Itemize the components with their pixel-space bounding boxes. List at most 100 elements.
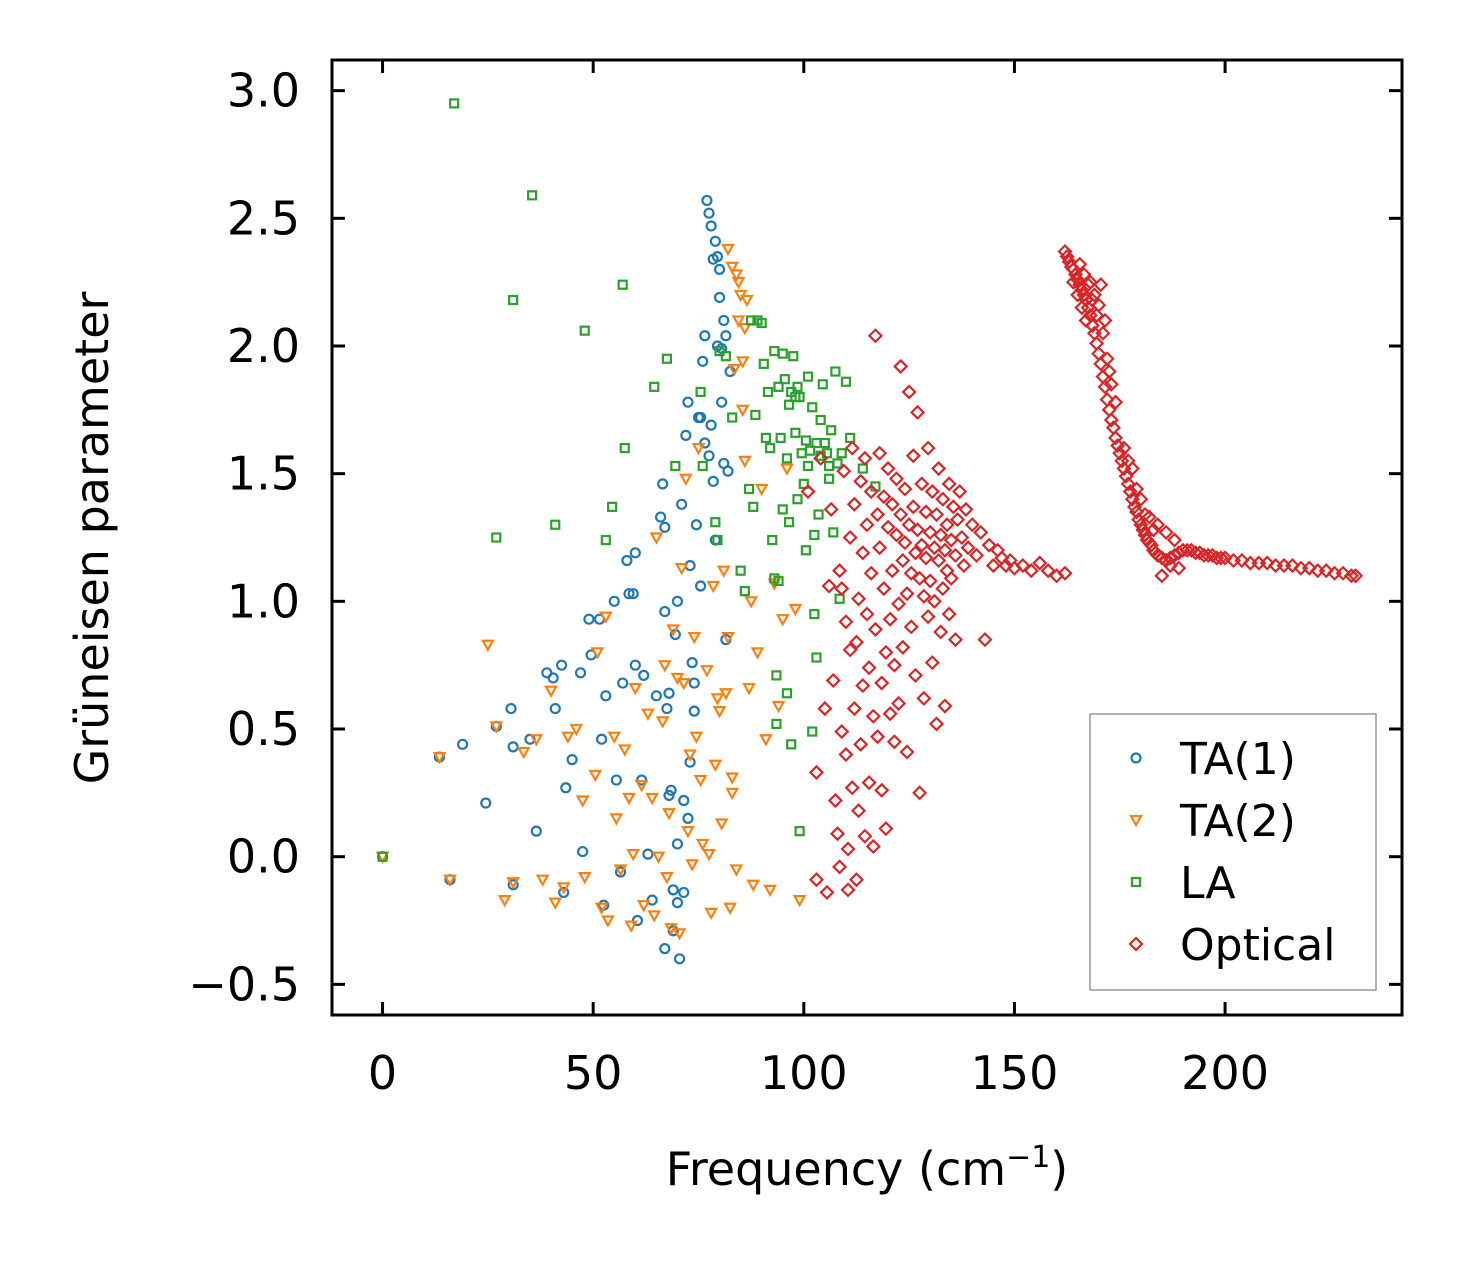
data-point: [878, 644, 894, 660]
data-point: [665, 784, 677, 796]
data-point: [794, 826, 805, 837]
data-point: [821, 578, 837, 594]
data-point: [842, 529, 858, 546]
data-point: [619, 443, 630, 454]
data-point: [725, 772, 740, 785]
data-point: [740, 294, 754, 308]
data-point: [945, 499, 961, 515]
data-point: [703, 450, 715, 462]
data-point: [655, 716, 670, 729]
data-point: [758, 358, 769, 369]
data-point: [998, 558, 1014, 574]
data-point: [608, 595, 620, 607]
data-point: [691, 443, 706, 456]
data-point: [712, 534, 723, 546]
data-point: [569, 723, 584, 737]
data-point: [937, 542, 953, 558]
data-point: [857, 450, 873, 466]
data-point: [607, 731, 622, 744]
data-point: [594, 902, 609, 916]
data-point: [621, 554, 633, 567]
axis-ticks: 0 50 100 150 200 −0.5 0.0 0.5 1.0 1.5 2.0 2.5 3.0: [188, 60, 1402, 1100]
data-point: [895, 639, 911, 655]
data-point: [830, 366, 841, 377]
data-point: [1284, 558, 1301, 574]
data-point: [1129, 504, 1145, 520]
data-point: [844, 440, 860, 456]
data-point: [667, 884, 679, 896]
data-point: [1217, 550, 1233, 566]
legend-label-la: LA: [1180, 858, 1236, 909]
data-point: [926, 540, 942, 556]
data-point: [891, 596, 907, 612]
data-point: [924, 655, 940, 671]
data-point: [1122, 483, 1138, 500]
data-point: [928, 506, 945, 523]
data-point: [977, 632, 993, 648]
data-point: [823, 501, 839, 517]
data-point: [884, 496, 900, 512]
data-point: [544, 685, 558, 698]
data-point: [497, 894, 512, 908]
data-point: [802, 371, 814, 382]
data-point: [935, 581, 951, 597]
data-point: [636, 774, 648, 786]
data-point: [869, 729, 886, 745]
data-point: [878, 821, 894, 837]
data-point: [838, 746, 854, 763]
data-point: [671, 838, 684, 850]
data-point: [876, 489, 892, 505]
data-point: [813, 450, 829, 466]
data-point: [857, 828, 873, 844]
data-point: [449, 98, 460, 109]
data-point: [855, 545, 871, 561]
data-point: [491, 532, 502, 543]
data-point: [634, 780, 649, 793]
data-point: [707, 475, 719, 487]
data-point: [746, 315, 757, 326]
data-point: [846, 496, 862, 512]
data-point: [1057, 243, 1073, 260]
data-point: [647, 910, 662, 923]
data-point: [1213, 550, 1229, 566]
data-point: [699, 330, 711, 342]
data-point: [432, 751, 447, 765]
y-tick-label: 0.5: [227, 702, 300, 756]
data-point: [947, 632, 964, 648]
data-point: [1259, 555, 1275, 571]
data-point: [731, 277, 746, 290]
data-point: [645, 792, 660, 806]
data-point: [933, 624, 949, 640]
data-point: [610, 774, 622, 786]
data-point: [922, 524, 938, 540]
data-point: [952, 483, 968, 500]
data-point: [760, 432, 771, 444]
data-point: [779, 374, 790, 385]
data-point: [1135, 522, 1151, 538]
data-point: [792, 494, 803, 505]
data-point: [695, 411, 707, 424]
data-point: [1107, 430, 1124, 446]
data-point: [1103, 412, 1119, 428]
data-point: [815, 414, 826, 426]
data-point: [800, 435, 812, 446]
data-point: [596, 733, 608, 745]
data-point: [1234, 552, 1250, 569]
data-point: [788, 603, 803, 617]
data-point: [884, 563, 900, 579]
data-point: [1097, 379, 1113, 395]
data-point: [560, 782, 572, 794]
data-point: [629, 547, 641, 559]
data-point: [737, 455, 752, 469]
data-point: [1032, 555, 1048, 571]
legend-markers: [1128, 752, 1144, 952]
data-point: [762, 386, 774, 398]
data-point: [609, 813, 624, 826]
data-point: [713, 263, 726, 275]
data-point: [848, 634, 865, 650]
data-point: [859, 517, 875, 533]
data-point: [1103, 376, 1119, 392]
data-point: [583, 613, 595, 625]
data-point: [861, 775, 877, 791]
data-point: [759, 734, 773, 747]
